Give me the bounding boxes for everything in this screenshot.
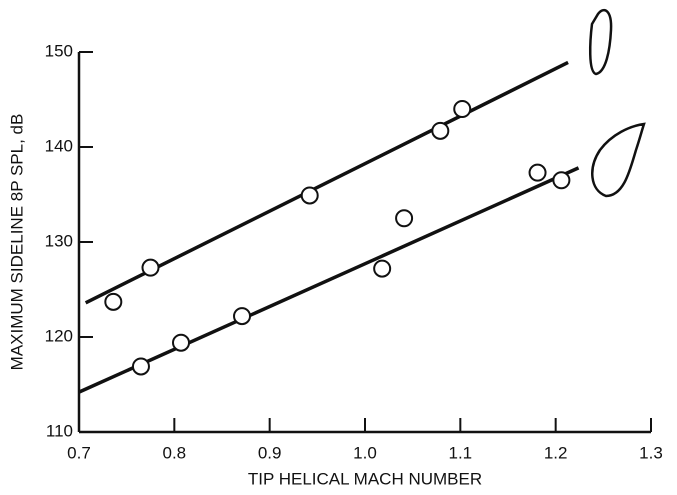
y-tick-label: 150 bbox=[45, 41, 73, 60]
data-point bbox=[528, 163, 547, 182]
blade-icon bbox=[591, 122, 646, 198]
x-tick-label: 1.2 bbox=[544, 443, 568, 462]
fit-line bbox=[84, 60, 569, 305]
y-tick-label: 130 bbox=[45, 231, 73, 250]
data-point bbox=[233, 307, 252, 326]
x-tick-label: 1.3 bbox=[639, 443, 663, 462]
blade-icon bbox=[589, 9, 613, 76]
data-point bbox=[300, 186, 319, 205]
data-point bbox=[552, 171, 571, 190]
data-point bbox=[373, 259, 392, 278]
y-tick-label: 110 bbox=[46, 421, 73, 440]
x-tick-label: 0.7 bbox=[67, 443, 91, 462]
data-point bbox=[395, 209, 414, 228]
data-point bbox=[172, 333, 191, 352]
y-tick-label: 140 bbox=[45, 136, 73, 155]
x-tick-label: 1.1 bbox=[449, 443, 473, 462]
data-point bbox=[104, 292, 123, 311]
x-tick-label: 1.0 bbox=[353, 443, 377, 462]
x-tick-label: 0.8 bbox=[163, 443, 187, 462]
data-point bbox=[141, 258, 160, 277]
x-tick-label: 0.9 bbox=[258, 443, 282, 462]
y-axis-label: MAXIMUM SIDELINE 8P SPL, dB bbox=[7, 114, 26, 371]
fit-line bbox=[78, 166, 580, 394]
x-axis-label: TIP HELICAL MACH NUMBER bbox=[248, 469, 482, 488]
data-point bbox=[453, 100, 472, 118]
data-point bbox=[131, 357, 150, 376]
y-tick-label: 120 bbox=[45, 326, 73, 345]
data-point bbox=[431, 121, 450, 140]
